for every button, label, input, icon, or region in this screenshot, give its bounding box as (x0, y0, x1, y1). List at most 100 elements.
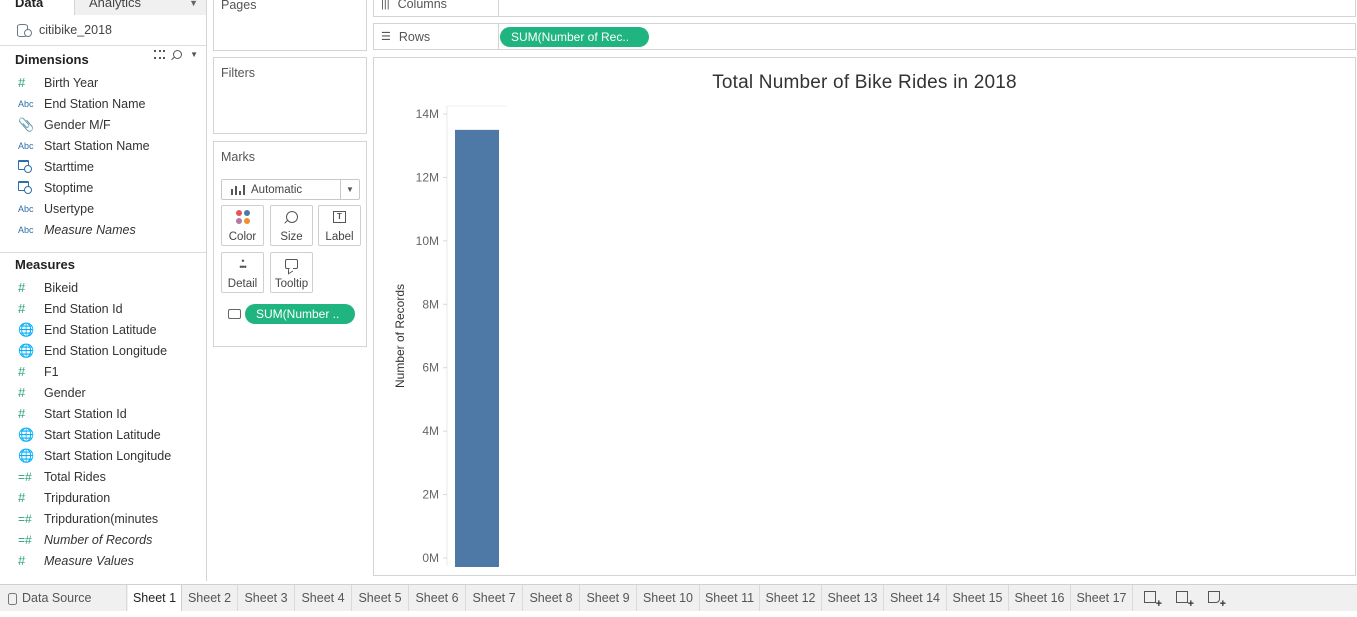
size-button[interactable]: Size (270, 205, 313, 246)
field-item[interactable]: 🌐 End Station Longitude (0, 340, 206, 361)
y-tick-label: 12M (416, 170, 439, 184)
chart-title: Total Number of Bike Rides in 2018 (712, 72, 1017, 93)
rows-shelf[interactable]: ☰ Rows SUM(Number of Rec.. (373, 23, 1356, 50)
sheet-tab-bar: Data Source Sheet 1 Sheet 2 Sheet 3 Sheet 4… (0, 584, 1357, 611)
field-item[interactable]: 🌐 Start Station Longitude (0, 445, 206, 466)
field-label: End Station Name (44, 96, 146, 111)
field-item[interactable]: Abc Start Station Name (0, 135, 206, 156)
new-dashboard-icon[interactable]: + (1176, 590, 1194, 610)
divider (0, 45, 206, 46)
dimensions-title: Dimensions (15, 52, 89, 67)
field-label: End Station Latitude (44, 322, 157, 337)
field-label: Start Station Name (44, 138, 150, 153)
sheet-tab[interactable]: Sheet 1 (128, 585, 182, 611)
field-item[interactable]: Stoptime (0, 177, 206, 198)
tooltip-label: Tooltip (274, 278, 309, 290)
number-field-icon: # (18, 490, 26, 505)
color-label: Color (228, 231, 257, 243)
tooltip-icon (228, 309, 241, 319)
field-item[interactable]: # End Station Id (0, 298, 206, 319)
rows-label: Rows (398, 29, 431, 44)
group-field-icon: 📎 (18, 116, 35, 132)
rows-shelf-label: ☰ Rows (374, 24, 499, 49)
label-button[interactable]: T Label (318, 205, 361, 246)
search-icon[interactable] (173, 50, 183, 59)
field-item[interactable]: # Birth Year (0, 72, 206, 93)
number-field-icon: # (18, 301, 26, 316)
field-item[interactable]: =# Total Rides (0, 466, 206, 487)
sheet-tab[interactable]: Sheet 8 (523, 585, 580, 611)
field-label: Gender (44, 385, 86, 400)
sheet-tab[interactable]: Sheet 13 (822, 585, 884, 611)
new-worksheet-icon[interactable]: + (1144, 590, 1162, 610)
geographic-field-icon: 🌐 (18, 342, 35, 358)
field-item[interactable]: # F1 (0, 361, 206, 382)
sheet-tab[interactable]: Sheet 17 (1071, 585, 1133, 611)
status-strip (0, 611, 1357, 617)
view-data-icon[interactable] (154, 50, 166, 59)
detail-button[interactable]: • ••• Detail (221, 252, 264, 293)
caret-down-icon[interactable]: ▼ (189, 0, 198, 8)
chevron-down-icon[interactable]: ▼ (340, 180, 359, 199)
field-item[interactable]: =# Tripduration(minutes (0, 508, 206, 529)
filters-shelf[interactable]: Filters (213, 57, 367, 134)
y-axis-title: Number of Records (393, 284, 407, 388)
sheet-tab[interactable]: Sheet 14 (884, 585, 947, 611)
tab-data[interactable]: Data (0, 0, 74, 15)
new-story-icon[interactable]: + (1208, 590, 1226, 610)
datasource-item[interactable]: citibike_2018 (16, 21, 112, 39)
sheet-tab[interactable]: Sheet 11 (700, 585, 760, 611)
field-label: Tripduration(minutes (44, 511, 159, 526)
field-item[interactable]: 🌐 Start Station Latitude (0, 424, 206, 445)
sheet-tab[interactable]: Sheet 12 (760, 585, 822, 611)
rows-field-pill[interactable]: SUM(Number of Rec.. (500, 27, 649, 47)
field-label: F1 (44, 364, 59, 379)
field-label: Gender M/F (44, 117, 111, 132)
mark-type-value: Automatic (251, 183, 303, 196)
sheet-tab[interactable]: Sheet 9 (580, 585, 637, 611)
y-tick-label: 4M (422, 424, 439, 438)
field-item[interactable]: =# Number of Records (0, 529, 206, 550)
mark-type-dropdown[interactable]: Automatic ▼ (221, 179, 360, 200)
dropdown-icon[interactable]: ▼ (190, 50, 198, 59)
sheet-tab[interactable]: Sheet 3 (238, 585, 295, 611)
field-item[interactable]: Abc Usertype (0, 198, 206, 219)
tab-analytics[interactable]: Analytics ▼ (74, 0, 206, 15)
tooltip-button[interactable]: Tooltip (270, 252, 313, 293)
field-item[interactable]: # Bikeid (0, 277, 206, 298)
field-label: Start Station Longitude (44, 448, 172, 463)
field-item[interactable]: 🌐 End Station Latitude (0, 319, 206, 340)
field-item[interactable]: # Measure Values (0, 550, 206, 571)
sheet-tab[interactable]: Sheet 7 (466, 585, 523, 611)
rows-icon: ☰ (381, 31, 391, 43)
field-item[interactable]: 📎 Gender M/F (0, 114, 206, 135)
sheet-tab[interactable]: Sheet 4 (295, 585, 352, 611)
color-button[interactable]: Color (221, 205, 264, 246)
datetime-field-icon (0, 181, 44, 194)
sheet-tab[interactable]: Sheet 6 (409, 585, 466, 611)
sheet-tab[interactable]: Sheet 15 (947, 585, 1009, 611)
columns-shelf[interactable]: ||| Columns (373, 0, 1356, 17)
sheet-tab[interactable]: Sheet 16 (1009, 585, 1071, 611)
bar-chart-icon (231, 184, 245, 195)
pages-shelf[interactable]: Pages (213, 0, 367, 51)
sheet-tab[interactable]: Sheet 5 (352, 585, 409, 611)
field-item[interactable]: # Start Station Id (0, 403, 206, 424)
data-pane-tabs: Data Analytics ▼ (0, 0, 206, 15)
marks-field-pill[interactable]: SUM(Number .. (245, 304, 355, 324)
y-tick-label: 0M (422, 551, 439, 565)
field-item[interactable]: # Tripduration (0, 487, 206, 508)
field-label: End Station Longitude (44, 343, 168, 358)
field-item[interactable]: Starttime (0, 156, 206, 177)
field-item[interactable]: Abc End Station Name (0, 93, 206, 114)
sheet-tab[interactable]: Sheet 2 (182, 585, 238, 611)
detail-label: Detail (227, 278, 258, 290)
field-label: Usertype (44, 201, 95, 216)
field-item[interactable]: # Gender (0, 382, 206, 403)
field-item[interactable]: Abc Measure Names (0, 219, 206, 240)
data-source-tab[interactable]: Data Source (0, 585, 127, 611)
sheet-tab[interactable]: Sheet 10 (637, 585, 700, 611)
y-tick-label: 14M (416, 107, 439, 121)
field-label: Total Rides (44, 469, 106, 484)
